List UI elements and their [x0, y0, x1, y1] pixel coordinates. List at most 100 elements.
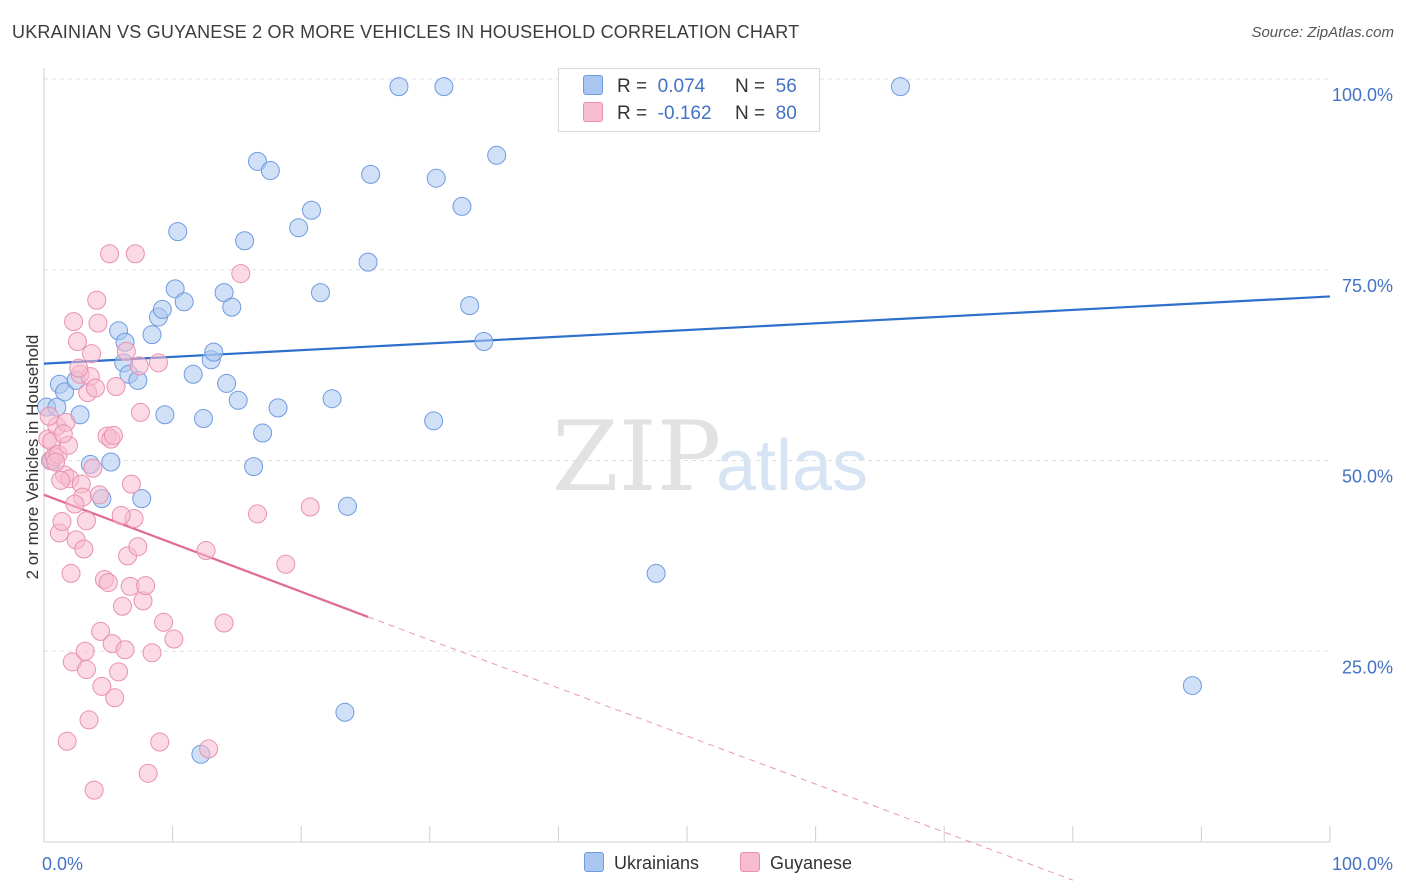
- data-point-ukrainians: [174, 292, 194, 312]
- bottom-legend-ukrainians: Ukrainians: [584, 852, 699, 874]
- data-point-guyanese: [92, 676, 112, 696]
- data-point-guyanese: [88, 313, 108, 333]
- bottom-legend-swatch: [740, 852, 760, 872]
- data-point-guyanese: [148, 353, 168, 373]
- data-point-guyanese: [53, 424, 73, 444]
- legend-n-label: N =: [734, 103, 766, 124]
- data-point-guyanese: [65, 494, 85, 514]
- data-point-guyanese: [154, 612, 174, 632]
- data-point-guyanese: [106, 376, 126, 396]
- data-point-ukrainians: [101, 452, 121, 472]
- data-point-guyanese: [199, 739, 219, 759]
- data-point-guyanese: [51, 470, 71, 490]
- y-axis-label: 2 or more Vehicles in Household: [23, 335, 42, 580]
- data-point-ukrainians: [452, 196, 472, 216]
- data-point-ukrainians: [426, 168, 446, 188]
- data-point-guyanese: [125, 244, 145, 264]
- x-tick-label: 0.0%: [42, 854, 83, 874]
- data-point-ukrainians: [1182, 676, 1202, 696]
- data-point-ukrainians: [335, 702, 355, 722]
- y-tick-label: 100.0%: [1332, 85, 1393, 105]
- y-tick-label: 50.0%: [1342, 467, 1393, 487]
- legend-swatch-guyanese: [583, 102, 603, 122]
- data-point-ukrainians: [235, 231, 255, 251]
- data-point-ukrainians: [487, 145, 507, 165]
- data-point-ukrainians: [168, 222, 188, 242]
- data-point-guyanese: [247, 504, 267, 524]
- data-point-guyanese: [85, 378, 105, 398]
- data-point-ukrainians: [337, 496, 357, 516]
- watermark-zip: ZIP: [552, 401, 721, 513]
- data-point-guyanese: [84, 780, 104, 800]
- legend-row-ukrainians: R = 0.074 N = 56: [583, 75, 797, 101]
- trend-line-ukrainians: [43, 295, 1331, 365]
- data-point-ukrainians: [247, 151, 267, 171]
- legend-n-value: 80: [775, 103, 797, 124]
- legend-swatch-ukrainians: [583, 75, 603, 95]
- data-point-ukrainians: [165, 279, 185, 299]
- data-point-guyanese: [116, 341, 136, 361]
- data-point-guyanese: [276, 554, 296, 574]
- stats-legend: R = 0.074 N = 56 R = -0.162 N = 80: [558, 68, 820, 132]
- data-point-ukrainians: [268, 398, 288, 418]
- legend-r-value: 0.074: [657, 76, 706, 97]
- legend-r-value: -0.162: [657, 103, 712, 124]
- data-point-ukrainians: [322, 389, 342, 409]
- data-point-ukrainians: [890, 77, 910, 97]
- y-tick-label: 75.0%: [1342, 276, 1393, 296]
- data-point-guyanese: [87, 290, 107, 310]
- data-point-guyanese: [103, 425, 123, 445]
- data-point-guyanese: [130, 402, 150, 422]
- data-point-guyanese: [91, 621, 111, 641]
- data-point-guyanese: [52, 512, 72, 532]
- data-point-guyanese: [142, 643, 162, 663]
- chart-title: UKRAINIAN VS GUYANESE 2 OR MORE VEHICLES…: [12, 22, 800, 42]
- data-point-ukrainians: [132, 489, 152, 509]
- data-point-guyanese: [75, 641, 95, 661]
- data-point-ukrainians: [142, 325, 162, 345]
- data-point-guyanese: [76, 660, 96, 680]
- x-tick-labels: 0.0% 100.0%: [42, 854, 1393, 874]
- data-point-ukrainians: [204, 342, 224, 362]
- watermark-atlas: atlas: [716, 426, 868, 506]
- bottom-legend-label: Guyanese: [770, 853, 853, 873]
- data-point-ukrainians: [301, 200, 321, 220]
- data-point-guyanese: [39, 406, 59, 426]
- data-point-guyanese: [300, 497, 320, 517]
- data-point-guyanese: [214, 613, 234, 633]
- legend-r-label: R =: [617, 103, 648, 124]
- data-point-ukrainians: [183, 364, 203, 384]
- bottom-legend-label: Ukrainians: [614, 853, 700, 873]
- data-point-guyanese: [164, 629, 184, 649]
- data-point-guyanese: [150, 732, 170, 752]
- data-point-ukrainians: [55, 382, 75, 402]
- data-point-guyanese: [57, 731, 77, 751]
- data-point-ukrainians: [228, 390, 248, 410]
- legend-row-guyanese: R = -0.162 N = 80: [583, 102, 797, 128]
- data-point-ukrainians: [155, 405, 175, 425]
- data-point-ukrainians: [460, 296, 480, 316]
- data-point-guyanese: [138, 763, 158, 783]
- data-point-guyanese: [196, 541, 216, 561]
- y-tick-label: 25.0%: [1342, 657, 1393, 677]
- data-point-guyanese: [76, 511, 96, 531]
- data-point-ukrainians: [424, 411, 444, 431]
- data-point-guyanese: [100, 244, 120, 264]
- data-point-ukrainians: [358, 252, 378, 272]
- data-point-ukrainians: [474, 331, 494, 351]
- data-point-ukrainians: [260, 161, 280, 181]
- bottom-legend-swatch: [584, 852, 604, 872]
- x-tick-label: 100.0%: [1332, 854, 1393, 874]
- data-point-ukrainians: [289, 218, 309, 238]
- legend-n-label: N =: [734, 76, 766, 97]
- trend-lines: [43, 295, 1331, 881]
- data-point-guyanese: [83, 458, 103, 478]
- data-point-guyanese: [109, 662, 129, 682]
- grid-lines: [44, 78, 1330, 652]
- data-point-guyanese: [69, 358, 89, 378]
- data-point-guyanese: [74, 539, 94, 559]
- data-point-guyanese: [112, 596, 132, 616]
- data-point-guyanese: [61, 563, 81, 583]
- data-points: [37, 77, 1202, 800]
